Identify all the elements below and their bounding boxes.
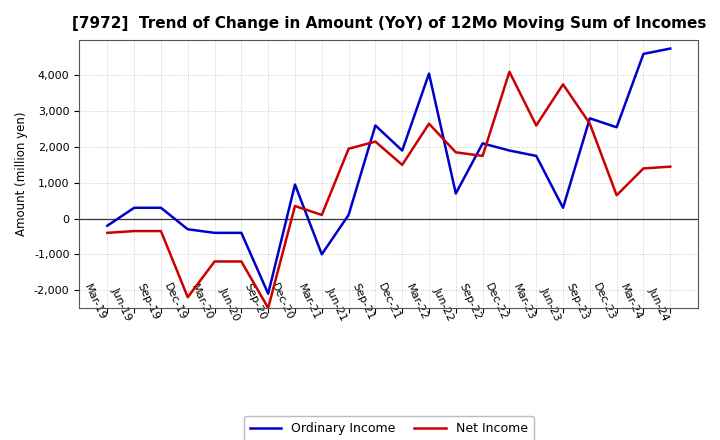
Net Income [210, 259, 219, 264]
Ordinary Income [451, 191, 460, 196]
Net Income [559, 82, 567, 87]
Ordinary Income [666, 46, 675, 51]
Net Income [478, 153, 487, 158]
Ordinary Income [532, 153, 541, 158]
Ordinary Income [505, 148, 514, 153]
Net Income [585, 121, 594, 126]
Net Income [318, 213, 326, 218]
Net Income [612, 193, 621, 198]
Net Income [425, 121, 433, 126]
Net Income [103, 230, 112, 235]
Y-axis label: Amount (million yen): Amount (million yen) [15, 112, 28, 236]
Ordinary Income [264, 291, 272, 296]
Ordinary Income [639, 51, 648, 57]
Ordinary Income [291, 182, 300, 187]
Ordinary Income [184, 227, 192, 232]
Net Income [398, 162, 407, 168]
Ordinary Income [559, 205, 567, 210]
Ordinary Income [130, 205, 138, 210]
Net Income [291, 203, 300, 209]
Ordinary Income [371, 123, 379, 128]
Net Income [371, 139, 379, 144]
Ordinary Income [398, 148, 407, 153]
Net Income [184, 295, 192, 300]
Net Income [451, 150, 460, 155]
Ordinary Income [210, 230, 219, 235]
Net Income [505, 69, 514, 74]
Net Income [666, 164, 675, 169]
Ordinary Income [157, 205, 166, 210]
Legend: Ordinary Income, Net Income: Ordinary Income, Net Income [244, 416, 534, 440]
Net Income [157, 228, 166, 234]
Line: Net Income: Net Income [107, 72, 670, 308]
Net Income [532, 123, 541, 128]
Net Income [639, 166, 648, 171]
Title: [7972]  Trend of Change in Amount (YoY) of 12Mo Moving Sum of Incomes: [7972] Trend of Change in Amount (YoY) o… [71, 16, 706, 32]
Net Income [237, 259, 246, 264]
Net Income [130, 228, 138, 234]
Net Income [264, 305, 272, 311]
Ordinary Income [318, 252, 326, 257]
Ordinary Income [585, 116, 594, 121]
Ordinary Income [344, 213, 353, 218]
Ordinary Income [612, 125, 621, 130]
Line: Ordinary Income: Ordinary Income [107, 48, 670, 293]
Ordinary Income [103, 223, 112, 228]
Ordinary Income [478, 141, 487, 146]
Net Income [344, 146, 353, 151]
Ordinary Income [425, 71, 433, 76]
Ordinary Income [237, 230, 246, 235]
